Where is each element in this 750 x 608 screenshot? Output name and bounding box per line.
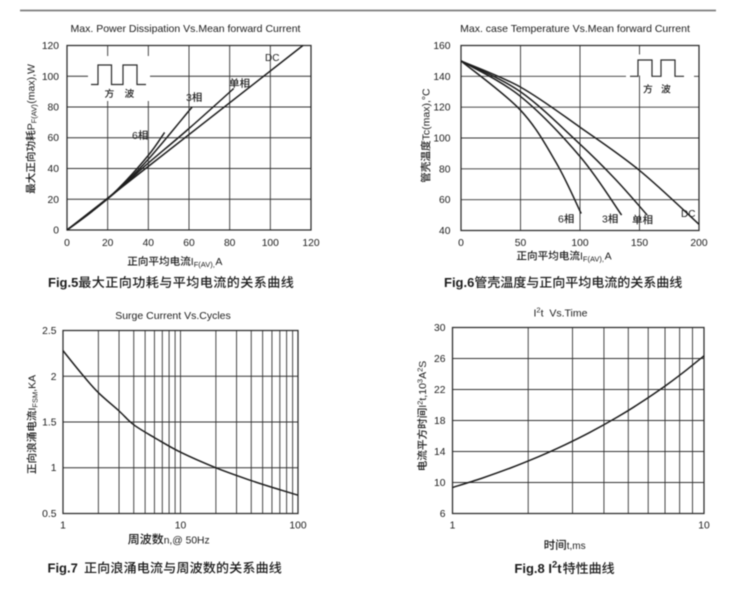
svg-text:6: 6 bbox=[558, 214, 564, 226]
svg-text:10: 10 bbox=[698, 521, 710, 532]
svg-text:60: 60 bbox=[48, 133, 60, 144]
svg-text:A: A bbox=[417, 372, 429, 379]
svg-text:40: 40 bbox=[439, 226, 451, 237]
svg-text:80: 80 bbox=[439, 164, 451, 175]
svg-text:S: S bbox=[417, 361, 429, 368]
svg-text:10: 10 bbox=[175, 521, 187, 532]
svg-text:Max. case Temperature Vs.Mean: Max. case Temperature Vs.Mean forward Cu… bbox=[460, 23, 690, 35]
svg-text:0: 0 bbox=[53, 226, 59, 237]
svg-text:18: 18 bbox=[434, 416, 446, 427]
svg-text:120: 120 bbox=[302, 238, 319, 249]
svg-text:I: I bbox=[417, 405, 429, 408]
svg-text:160: 160 bbox=[433, 41, 450, 52]
svg-text:6: 6 bbox=[440, 509, 446, 520]
svg-text:20: 20 bbox=[102, 238, 114, 249]
svg-text:100: 100 bbox=[42, 72, 59, 83]
svg-text:(max),W: (max),W bbox=[26, 64, 38, 104]
svg-text:t: t bbox=[557, 561, 562, 576]
svg-text:n,@ 50Hz: n,@ 50Hz bbox=[164, 536, 210, 547]
svg-text:DC: DC bbox=[265, 53, 279, 64]
svg-text:1: 1 bbox=[60, 521, 66, 532]
svg-text:2: 2 bbox=[416, 401, 425, 405]
svg-text:Surge Current Vs.Cycles: Surge Current Vs.Cycles bbox=[115, 310, 231, 322]
svg-text:1: 1 bbox=[450, 521, 456, 532]
svg-text:50: 50 bbox=[515, 238, 527, 249]
svg-text:10: 10 bbox=[434, 478, 446, 489]
svg-text:60: 60 bbox=[183, 238, 195, 249]
svg-text:40: 40 bbox=[143, 238, 155, 249]
svg-text:F(AV),: F(AV), bbox=[583, 255, 604, 264]
svg-text:22: 22 bbox=[434, 385, 446, 396]
svg-text:Fig.6: Fig.6 bbox=[444, 275, 474, 290]
svg-text:2: 2 bbox=[416, 368, 425, 372]
svg-text:140: 140 bbox=[433, 72, 450, 83]
svg-text:40: 40 bbox=[48, 164, 60, 175]
svg-text:6: 6 bbox=[132, 130, 138, 142]
svg-text:Fig.8 I: Fig.8 I bbox=[514, 561, 552, 576]
svg-text:F(AV): F(AV) bbox=[30, 104, 39, 124]
svg-text:I: I bbox=[191, 256, 194, 268]
svg-text:,KA: ,KA bbox=[27, 375, 39, 392]
svg-text:I: I bbox=[27, 408, 39, 411]
svg-text:2.5: 2.5 bbox=[42, 326, 57, 337]
svg-text:A: A bbox=[605, 251, 612, 263]
svg-text:Tc(max),°C: Tc(max),°C bbox=[421, 88, 433, 140]
svg-text:t,10: t,10 bbox=[417, 383, 429, 401]
svg-text:150: 150 bbox=[631, 238, 648, 249]
svg-text:0.5: 0.5 bbox=[42, 509, 57, 520]
svg-text:FSM: FSM bbox=[31, 392, 40, 408]
svg-text:60: 60 bbox=[439, 195, 451, 206]
svg-text:100: 100 bbox=[433, 134, 450, 145]
svg-text:I: I bbox=[534, 308, 537, 320]
svg-text:100: 100 bbox=[262, 238, 279, 249]
svg-text:I: I bbox=[580, 251, 583, 263]
svg-text:Fig.7: Fig.7 bbox=[48, 561, 78, 576]
svg-text:DC: DC bbox=[681, 209, 695, 220]
svg-text:30: 30 bbox=[434, 323, 446, 334]
svg-text:0: 0 bbox=[458, 238, 464, 249]
svg-text:A: A bbox=[215, 256, 222, 268]
svg-text:2: 2 bbox=[51, 372, 57, 383]
svg-text:F(AV),: F(AV), bbox=[194, 260, 215, 269]
svg-text:0: 0 bbox=[64, 238, 70, 249]
svg-text:120: 120 bbox=[42, 41, 59, 52]
svg-text:100: 100 bbox=[289, 521, 306, 532]
svg-text:3: 3 bbox=[186, 92, 192, 104]
svg-text:100: 100 bbox=[571, 238, 588, 249]
svg-text:14: 14 bbox=[434, 447, 446, 458]
svg-text:200: 200 bbox=[690, 238, 707, 249]
svg-text:P: P bbox=[26, 123, 38, 130]
svg-text:Fig.5: Fig.5 bbox=[48, 275, 78, 290]
svg-text:26: 26 bbox=[434, 354, 446, 365]
svg-text:t Vs.Time: t Vs.Time bbox=[541, 308, 588, 320]
svg-text:120: 120 bbox=[433, 103, 450, 114]
svg-text:80: 80 bbox=[48, 103, 60, 114]
svg-text:2: 2 bbox=[536, 306, 540, 315]
svg-text:2: 2 bbox=[552, 560, 557, 571]
svg-text:Max. Power Dissipation Vs.Mean: Max. Power Dissipation Vs.Mean forward C… bbox=[71, 23, 301, 35]
svg-text:3: 3 bbox=[416, 379, 425, 383]
svg-text:1.5: 1.5 bbox=[42, 418, 57, 429]
svg-text:t,ms: t,ms bbox=[567, 541, 586, 552]
svg-text:80: 80 bbox=[224, 238, 236, 249]
svg-text:1: 1 bbox=[51, 463, 57, 474]
svg-text:3: 3 bbox=[602, 214, 608, 226]
svg-text:20: 20 bbox=[48, 195, 60, 206]
